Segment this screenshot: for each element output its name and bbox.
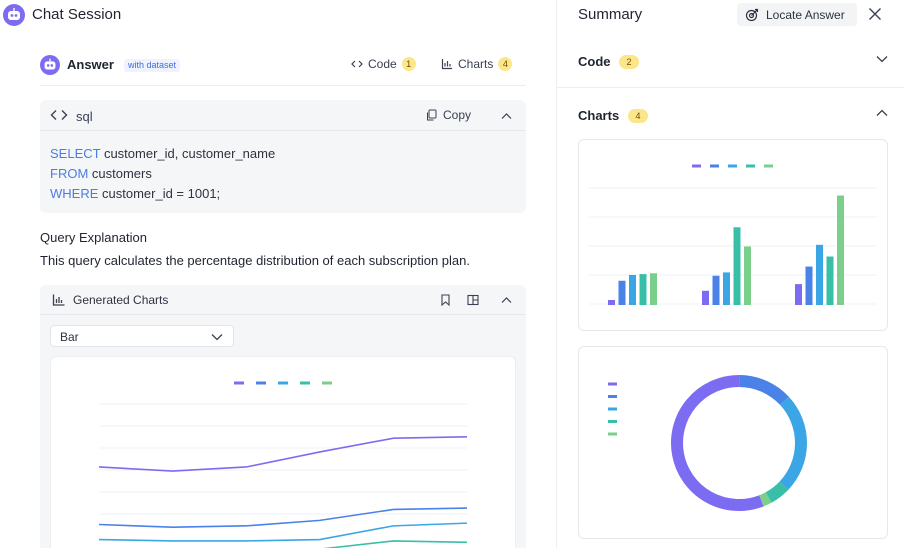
code-link[interactable]: Code 1	[351, 57, 416, 71]
bar	[618, 280, 626, 305]
copy-label: Copy	[443, 108, 472, 122]
donut-slice	[759, 492, 772, 507]
charts-link-label: Charts	[458, 57, 494, 71]
summary-charts-section[interactable]: Charts 4	[578, 105, 888, 127]
summary-code-section[interactable]: Code 2	[578, 51, 888, 73]
copy-icon	[427, 109, 437, 121]
bar	[712, 275, 720, 305]
donut-slice	[779, 396, 807, 490]
chart-type-select[interactable]: Bar	[50, 325, 234, 347]
close-button[interactable]	[866, 5, 884, 23]
charts-count-badge: 4	[498, 57, 513, 71]
charts-link[interactable]: Charts 4	[441, 57, 513, 71]
code-icon	[351, 60, 363, 68]
series-line	[322, 540, 468, 548]
dataset-badge: with dataset	[124, 59, 181, 72]
code-line: FROM customers	[50, 166, 152, 181]
answer-label: Answer	[67, 57, 114, 72]
bookmark-icon[interactable]	[441, 294, 450, 306]
locate-answer-button[interactable]: Locate Answer	[737, 3, 857, 26]
target-icon	[745, 8, 759, 22]
close-icon	[869, 8, 881, 20]
code-link-label: Code	[368, 57, 397, 71]
bar	[805, 266, 813, 305]
donut-slice	[765, 481, 789, 503]
bar	[650, 273, 657, 305]
chevron-up-icon	[876, 109, 888, 116]
bar-chart-icon	[52, 294, 65, 306]
code-icon	[50, 110, 68, 120]
layout-icon[interactable]	[467, 294, 479, 306]
chat-session-panel: Chat Session Answer with dataset Code 1 …	[3, 4, 526, 548]
bar	[723, 272, 730, 305]
code-line: SELECT customer_id, customer_name	[50, 146, 276, 161]
chevron-down-icon	[876, 56, 888, 63]
code-count-badge: 1	[401, 57, 416, 71]
code-content: SELECT customer_id, customer_name FROM c…	[50, 144, 275, 204]
code-language: sql	[76, 109, 93, 124]
bar-chart-card	[578, 139, 888, 331]
bar	[629, 274, 636, 305]
divider	[557, 87, 904, 88]
bar	[826, 256, 834, 305]
line-chart-svg	[98, 381, 468, 548]
code-block-header: sql Copy	[40, 100, 526, 131]
series-line	[98, 436, 468, 472]
bar	[816, 244, 823, 305]
bar	[608, 299, 615, 305]
generated-charts-title: Generated Charts	[73, 293, 169, 307]
locate-answer-label: Locate Answer	[766, 8, 845, 22]
bar	[733, 227, 741, 305]
summary-title: Summary	[578, 6, 643, 23]
bar	[795, 284, 802, 305]
chevron-up-icon[interactable]	[501, 112, 512, 120]
chevron-down-icon	[211, 334, 223, 341]
summary-code-label: Code	[578, 54, 611, 69]
code-block: sql Copy SELECT customer_id, customer_na…	[40, 100, 526, 213]
explanation-title: Query Explanation	[40, 230, 147, 245]
bar	[744, 246, 751, 305]
generated-charts-header: Generated Charts	[40, 285, 526, 315]
generated-charts-card: Generated Charts Bar	[40, 285, 526, 548]
answer-header: Answer with dataset Code 1 Charts 4	[40, 54, 526, 78]
divider	[40, 85, 526, 86]
donut-chart-svg	[608, 375, 807, 511]
bar-chart-svg	[589, 164, 877, 305]
donut-chart-card	[578, 346, 888, 539]
session-title: Chat Session	[32, 6, 122, 23]
series-line	[98, 522, 468, 542]
bar-chart-icon	[441, 59, 452, 70]
summary-panel: Summary Locate Answer Code 2 Charts 4	[556, 0, 904, 548]
bot-avatar-icon	[3, 4, 25, 26]
explanation-text: This query calculates the percentage dis…	[40, 253, 470, 268]
chart-type-value: Bar	[60, 330, 79, 344]
bot-avatar-icon	[40, 55, 60, 75]
summary-charts-label: Charts	[578, 108, 620, 123]
code-line: WHERE customer_id = 1001;	[50, 186, 221, 201]
line-chart	[50, 356, 516, 548]
bar	[837, 195, 844, 305]
summary-code-count: 2	[619, 55, 639, 69]
donut-slice	[739, 375, 789, 406]
chevron-up-icon[interactable]	[501, 296, 512, 304]
summary-charts-count: 4	[628, 109, 648, 123]
donut-slice	[671, 375, 764, 511]
bar	[702, 290, 709, 305]
bar	[639, 274, 647, 305]
copy-button[interactable]: Copy	[426, 108, 471, 122]
series-line	[98, 507, 468, 529]
